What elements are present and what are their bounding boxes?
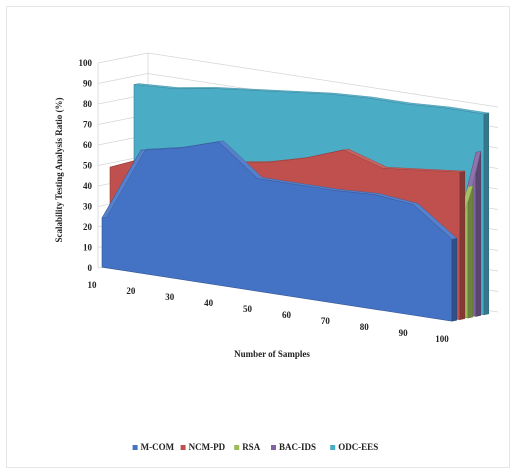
legend-swatch — [330, 445, 336, 450]
x-tick-label: 60 — [282, 310, 292, 320]
legend-swatch — [180, 445, 186, 450]
series-side — [451, 237, 458, 322]
legend-item-odc-ees: ODC-EES — [330, 442, 378, 452]
legend-item-ncm-pd: NCM-PD — [180, 442, 226, 452]
legend-item-m-com: M-COM — [132, 442, 175, 452]
x-tick-label: 30 — [165, 292, 175, 302]
y-tick-label: 100 — [79, 58, 93, 68]
x-tick-label: 90 — [399, 328, 409, 338]
series-side — [483, 112, 490, 316]
legend-item-bac-ids: BAC-IDS — [271, 442, 316, 452]
x-tick-label: 10 — [88, 280, 98, 290]
legend-label: RSA — [242, 442, 261, 452]
legend-swatch — [271, 445, 276, 450]
series-side — [467, 185, 474, 319]
x-tick-label: 40 — [204, 298, 214, 308]
legend-item-rsa: RSA — [234, 442, 261, 452]
x-axis-title: Number of Samples — [234, 349, 310, 359]
x-axis-ticks: 10 20 30 40 50 60 70 80 90 100 — [88, 280, 450, 344]
y-tick-label: 40 — [83, 181, 93, 191]
legend-label: BAC-IDS — [279, 442, 316, 452]
y-tick-label: 20 — [83, 222, 93, 232]
y-tick-label: 0 — [88, 263, 93, 273]
legend-label: M-COM — [141, 442, 175, 452]
y-tick-label: 70 — [83, 120, 93, 130]
series-top — [133, 83, 489, 115]
y-tick-label: 60 — [83, 140, 93, 150]
x-tick-label: 100 — [435, 334, 449, 344]
chart-area-series — [101, 83, 490, 322]
series-side — [459, 170, 466, 320]
series-top — [101, 140, 458, 240]
y-axis-ticks: 0 10 20 30 40 50 60 70 80 90 100 — [79, 58, 93, 273]
y-tick-label: 50 — [83, 161, 93, 171]
y-tick-label: 90 — [83, 79, 93, 89]
x-tick-label: 70 — [321, 316, 331, 326]
legend-swatch — [132, 445, 138, 450]
legend-swatch — [234, 445, 240, 450]
x-tick-label: 20 — [126, 286, 136, 296]
y-tick-label: 80 — [83, 99, 93, 109]
series-side — [475, 151, 482, 317]
legend: M-COM NCM-PD RSA BAC-IDS ODC-EES — [132, 442, 378, 452]
y-axis-title: Scalability Testing Analysis Ratio (%) — [54, 97, 64, 242]
legend-label: ODC-EES — [338, 442, 378, 452]
x-tick-label: 50 — [243, 304, 253, 314]
x-tick-label: 80 — [360, 322, 370, 332]
legend-label: NCM-PD — [189, 442, 226, 452]
y-tick-label: 30 — [83, 202, 93, 212]
y-tick-label: 10 — [83, 243, 93, 253]
